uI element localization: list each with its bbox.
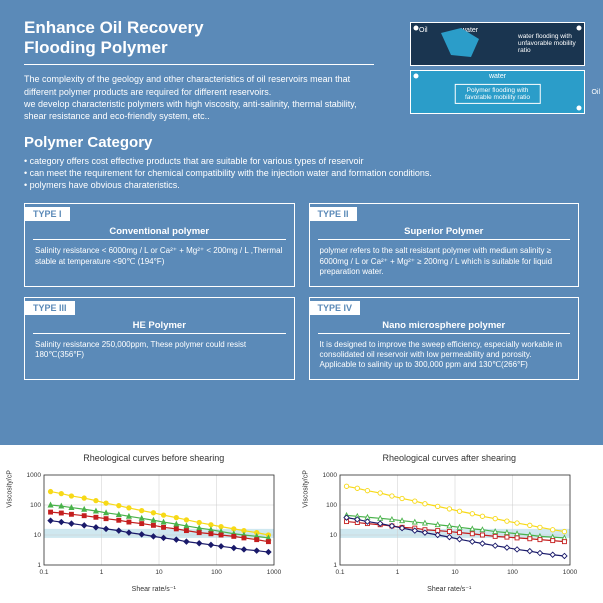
svg-text:10: 10 [329,532,337,539]
divider [318,239,571,240]
diagrams-container: Oil water water flooding with unfavorabl… [410,22,585,114]
svg-text:100: 100 [30,502,41,509]
divider [318,333,571,334]
type-desc: polymer refers to the salt resistant pol… [310,244,579,285]
type-label: TYPE III [25,301,75,315]
diagram-unfavorable: Oil water water flooding with unfavorabl… [410,22,585,66]
chart-svg: 0.111010010001101001000 [12,465,287,585]
category-title: Polymer Category [24,134,579,151]
oil-label: Oil [591,89,600,96]
chart-title: Rheological curves after shearing [308,453,592,463]
main-panel: Enhance Oil Recovery Flooding Polymer Th… [0,0,603,445]
oil-label: Oil [419,27,428,34]
dot-icon [576,105,582,111]
svg-text:1000: 1000 [322,472,337,479]
divider [24,64,374,65]
svg-text:1: 1 [37,562,41,569]
type-box-4: TYPE IV Nano microsphere polymer It is d… [309,297,580,380]
bullet-item: category offers cost effective products … [24,155,579,167]
bullet-item: polymers have obvious charateristics. [24,179,579,191]
type-desc: Salinity resistance 250,000ppm, These po… [25,338,294,369]
svg-text:0.1: 0.1 [335,569,344,576]
x-axis-label: Shear rate/s⁻¹ [12,585,296,593]
svg-text:10: 10 [451,569,459,576]
dot-icon [413,25,419,31]
svg-text:10: 10 [34,532,42,539]
diagram-favorable: water Oil Polymer flooding with favorabl… [410,70,585,114]
category-bullets: category offers cost effective products … [24,155,579,191]
chart-title: Rheological curves before shearing [12,453,296,463]
type-label: TYPE II [310,207,357,221]
type-name: Nano microsphere polymer [310,316,579,333]
svg-text:1000: 1000 [562,569,577,576]
svg-text:1: 1 [100,569,104,576]
svg-text:1000: 1000 [267,569,282,576]
type-name: Conventional polymer [25,222,294,239]
diagram-caption: Polymer flooding with favorable mobility… [454,84,541,104]
svg-text:1: 1 [333,562,337,569]
dot-icon [413,73,419,79]
chart-svg: 0.111010010001101001000 [308,465,583,585]
water-label: water [411,73,584,80]
y-axis-label: Viscosity/cP [302,470,309,508]
type-box-3: TYPE III HE Polymer Salinity resistance … [24,297,295,380]
type-label: TYPE IV [310,301,361,315]
svg-text:1000: 1000 [27,472,42,479]
charts-row: Rheological curves before shearing Visco… [0,445,603,593]
bullet-item: can meet the requirement for chemical co… [24,167,579,179]
svg-text:100: 100 [326,502,337,509]
type-label: TYPE I [25,207,70,221]
type-box-1: TYPE I Conventional polymer Salinity res… [24,203,295,286]
divider [33,239,286,240]
svg-text:0.1: 0.1 [39,569,48,576]
svg-text:1: 1 [395,569,399,576]
svg-text:10: 10 [155,569,163,576]
type-box-2: TYPE II Superior Polymer polymer refers … [309,203,580,286]
x-axis-label: Shear rate/s⁻¹ [308,585,592,593]
chart-before: Rheological curves before shearing Visco… [12,453,296,593]
type-name: Superior Polymer [310,222,579,239]
y-axis-label: Viscosity/cP [7,470,14,508]
water-shape-icon [441,25,485,65]
type-desc: Salinity resistance < 6000mg / L or Ca²⁺… [25,244,294,275]
divider [33,333,286,334]
type-desc: It is designed to improve the sweep effi… [310,338,579,379]
type-name: HE Polymer [25,316,294,333]
chart-after: Rheological curves after shearing Viscos… [308,453,592,593]
dot-icon [576,25,582,31]
types-grid: TYPE I Conventional polymer Salinity res… [24,203,579,379]
svg-text:100: 100 [211,569,222,576]
intro-text: The complexity of the geology and other … [24,73,374,122]
svg-text:100: 100 [507,569,518,576]
diagram-caption: water flooding with unfavorable mobility… [518,33,580,54]
